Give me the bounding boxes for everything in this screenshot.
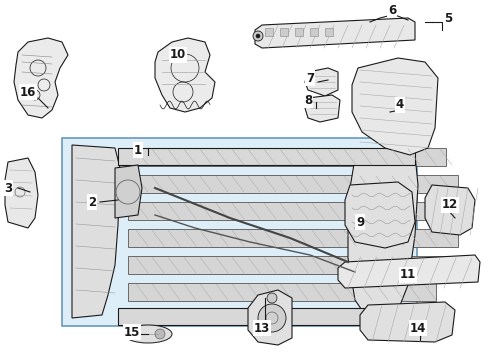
Bar xyxy=(128,148,446,166)
Circle shape xyxy=(256,34,260,38)
Polygon shape xyxy=(115,165,142,218)
Polygon shape xyxy=(5,158,38,228)
Polygon shape xyxy=(118,308,395,325)
Bar xyxy=(280,28,288,36)
Circle shape xyxy=(130,329,140,339)
Polygon shape xyxy=(72,145,120,318)
Polygon shape xyxy=(348,152,418,322)
Circle shape xyxy=(155,329,165,339)
Text: 1: 1 xyxy=(134,144,142,157)
Bar xyxy=(310,28,318,36)
Text: 10: 10 xyxy=(170,49,186,62)
Polygon shape xyxy=(345,182,415,248)
Polygon shape xyxy=(360,302,455,342)
Circle shape xyxy=(253,31,263,41)
Text: 14: 14 xyxy=(410,321,426,334)
Text: 16: 16 xyxy=(20,85,36,99)
Bar xyxy=(62,138,417,326)
Polygon shape xyxy=(118,148,415,165)
Bar xyxy=(128,175,458,193)
Text: 13: 13 xyxy=(254,321,270,334)
Text: 2: 2 xyxy=(88,195,96,208)
Text: 5: 5 xyxy=(444,12,452,24)
Text: 11: 11 xyxy=(400,269,416,282)
Text: 8: 8 xyxy=(304,94,312,107)
Bar xyxy=(128,202,463,220)
Bar xyxy=(325,28,333,36)
Bar xyxy=(265,28,273,36)
Polygon shape xyxy=(338,255,480,288)
Polygon shape xyxy=(248,290,292,345)
Text: 12: 12 xyxy=(442,198,458,211)
Bar xyxy=(128,256,450,274)
Text: 4: 4 xyxy=(396,99,404,112)
Bar xyxy=(128,283,436,301)
Bar xyxy=(295,28,303,36)
Polygon shape xyxy=(14,38,68,118)
Polygon shape xyxy=(155,38,215,112)
Polygon shape xyxy=(425,185,475,235)
Circle shape xyxy=(258,304,286,332)
Ellipse shape xyxy=(124,325,172,343)
Polygon shape xyxy=(305,68,338,96)
Text: 15: 15 xyxy=(124,325,140,338)
Circle shape xyxy=(267,293,277,303)
Polygon shape xyxy=(255,18,415,48)
Polygon shape xyxy=(305,95,340,122)
Text: 9: 9 xyxy=(356,216,364,229)
Text: 6: 6 xyxy=(388,4,396,17)
Text: 7: 7 xyxy=(306,72,314,85)
Text: 3: 3 xyxy=(4,181,12,194)
Polygon shape xyxy=(352,58,438,155)
Bar xyxy=(128,229,458,247)
